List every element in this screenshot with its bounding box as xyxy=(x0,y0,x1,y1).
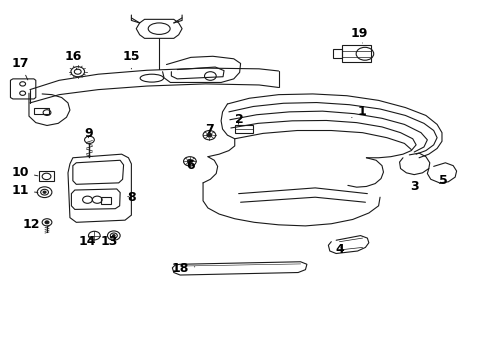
Text: 14: 14 xyxy=(79,235,96,248)
Text: 15: 15 xyxy=(122,50,140,69)
Bar xyxy=(341,45,370,62)
Circle shape xyxy=(43,191,46,193)
Text: 1: 1 xyxy=(351,105,365,118)
Bar xyxy=(34,108,49,114)
Bar xyxy=(234,126,253,134)
Text: 10: 10 xyxy=(11,166,38,179)
Text: 19: 19 xyxy=(350,27,367,43)
Text: 11: 11 xyxy=(11,184,38,197)
Text: 13: 13 xyxy=(100,235,118,248)
Text: 8: 8 xyxy=(127,191,135,204)
Text: 7: 7 xyxy=(204,122,213,136)
Text: 12: 12 xyxy=(22,218,45,231)
Text: 2: 2 xyxy=(235,113,244,126)
Text: 16: 16 xyxy=(64,50,81,70)
Text: 4: 4 xyxy=(334,243,343,256)
Circle shape xyxy=(206,133,211,137)
Text: 18: 18 xyxy=(171,262,194,275)
Bar xyxy=(332,49,341,58)
Text: 6: 6 xyxy=(186,159,195,172)
Text: 17: 17 xyxy=(11,57,29,80)
Text: 3: 3 xyxy=(409,180,418,193)
Text: 9: 9 xyxy=(84,127,93,140)
Text: 5: 5 xyxy=(438,174,447,187)
Bar xyxy=(39,171,54,181)
Circle shape xyxy=(112,235,115,237)
Circle shape xyxy=(45,221,49,224)
Circle shape xyxy=(187,159,192,163)
Bar xyxy=(101,197,111,204)
